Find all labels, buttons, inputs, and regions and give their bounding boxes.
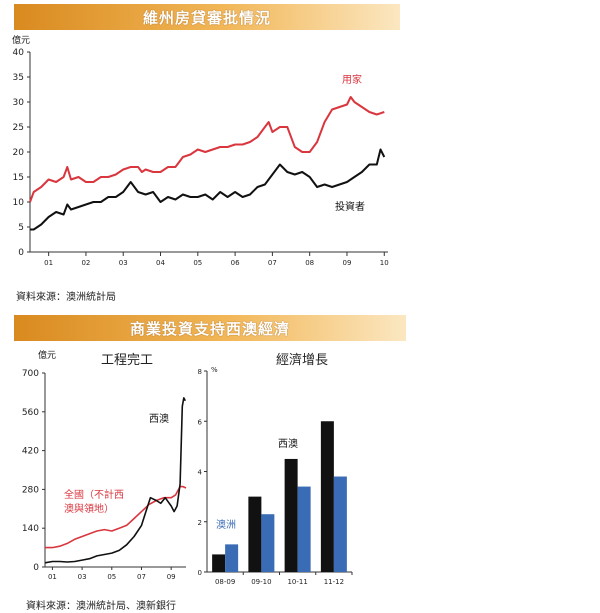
chart3-y-tick-label: 8 bbox=[198, 368, 202, 376]
chart2-y-tick-label: 420 bbox=[22, 447, 39, 457]
chart2-series-line bbox=[45, 485, 187, 549]
chart3-x-tick-label: 10-11 bbox=[287, 578, 307, 586]
chart3-bar bbox=[333, 476, 347, 572]
chart2-x-tick-label: 07 bbox=[137, 573, 146, 581]
chart2-y-axis-label: 億元 bbox=[38, 349, 56, 361]
chart1-x-tick-label: 04 bbox=[156, 259, 165, 267]
chart2-y-tick-label: 140 bbox=[22, 524, 39, 534]
chart1-y-tick-label: 25 bbox=[13, 123, 24, 133]
chart3-bar bbox=[320, 421, 334, 572]
chart2-x-tick-label: 01 bbox=[48, 573, 57, 581]
section2-banner: 商業投資支持西澳經濟 bbox=[14, 315, 406, 341]
chart3-bar bbox=[261, 514, 275, 572]
chart1-y-tick-label: 10 bbox=[13, 198, 25, 208]
chart1-x-tick-label: 01 bbox=[44, 259, 53, 267]
chart3-x-tick-label: 11-12 bbox=[324, 578, 344, 586]
chart1-y-tick-label: 35 bbox=[13, 73, 24, 83]
chart2-y-tick-label: 280 bbox=[22, 485, 39, 495]
chart1-y-axis-label: 億元 bbox=[12, 34, 30, 46]
chart3-legend-aus: 澳洲 bbox=[216, 518, 236, 531]
chart2-y-tick-label: 0 bbox=[33, 563, 39, 573]
chart1-x-tick-label: 05 bbox=[193, 259, 202, 267]
chart1-series-label-investor: 投資者 bbox=[335, 200, 365, 213]
chart3-bar bbox=[212, 554, 226, 572]
chart3-y-axis-label: % bbox=[211, 366, 218, 374]
chart2-series-label-national-line2: 澳與領地） bbox=[64, 502, 114, 515]
section1-source: 資料來源：澳洲統計局 bbox=[16, 292, 116, 303]
chart1-y-tick-label: 30 bbox=[13, 98, 25, 108]
chart1-series-line bbox=[29, 96, 385, 203]
chart1-y-tick-label: 20 bbox=[13, 148, 25, 158]
chart1-x-tick-label: 03 bbox=[119, 259, 128, 267]
chart1-x-tick-label: 07 bbox=[268, 259, 277, 267]
chart3-bar bbox=[284, 458, 298, 572]
chart2-title: 工程完工 bbox=[101, 353, 153, 368]
chart1-series-line bbox=[30, 148, 386, 231]
chart3-y-tick-label: 2 bbox=[198, 519, 202, 527]
chart1-y-tick-label: 0 bbox=[18, 248, 24, 258]
chart1-x-tick-label: 06 bbox=[231, 259, 240, 267]
chart2-y-tick-label: 560 bbox=[22, 408, 39, 418]
chart3-bar bbox=[297, 486, 311, 572]
chart3-bar bbox=[225, 544, 239, 572]
chart1-x-tick-label: 02 bbox=[81, 259, 90, 267]
chart3-y-tick-label: 4 bbox=[198, 469, 203, 477]
chart2-series-line bbox=[44, 397, 187, 564]
chart3-bar bbox=[248, 496, 262, 572]
section1-banner: 維州房貸審批情況 bbox=[14, 4, 400, 30]
section1-banner-title: 維州房貸審批情況 bbox=[142, 9, 271, 27]
chart2-x-tick-label: 09 bbox=[167, 573, 176, 581]
chart1-series-label-owner: 用家 bbox=[342, 73, 362, 86]
section2-source: 資料來源：澳洲統計局、澳新銀行 bbox=[26, 601, 176, 612]
chart1-y-tick-label: 15 bbox=[13, 173, 24, 183]
chart2-x-tick-label: 05 bbox=[107, 573, 116, 581]
section2-banner-title: 商業投資支持西澳經濟 bbox=[129, 320, 290, 338]
chart3-x-tick-label: 09-10 bbox=[251, 578, 271, 586]
chart3-legend-wa: 西澳 bbox=[278, 437, 298, 450]
chart1-x-tick-label: 10 bbox=[380, 259, 389, 267]
chart3-y-tick-label: 6 bbox=[198, 418, 203, 426]
chart3-title: 經濟增長 bbox=[276, 352, 328, 368]
chart1-y-tick-label: 40 bbox=[13, 48, 25, 58]
chart1-y-tick-label: 5 bbox=[18, 223, 24, 233]
chart2-x-tick-label: 03 bbox=[78, 573, 87, 581]
chart2-series-label-national-line1: 全國（不計西 bbox=[64, 488, 124, 501]
chart2-y-tick-label: 700 bbox=[22, 369, 39, 379]
chart3-x-tick-label: 08-09 bbox=[215, 578, 235, 586]
chart1-x-tick-label: 08 bbox=[305, 259, 314, 267]
chart3-y-tick-label: 0 bbox=[198, 569, 202, 577]
chart1-x-tick-label: 09 bbox=[343, 259, 352, 267]
chart2-series-label-wa: 西澳 bbox=[149, 412, 169, 425]
